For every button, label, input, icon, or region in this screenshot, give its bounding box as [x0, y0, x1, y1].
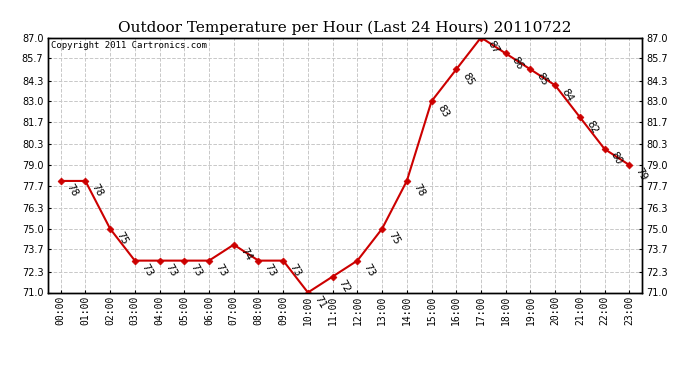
Text: 78: 78	[65, 182, 80, 199]
Text: 79: 79	[633, 166, 649, 183]
Text: 84: 84	[560, 87, 575, 103]
Text: 85: 85	[460, 71, 475, 87]
Text: 73: 73	[287, 262, 303, 279]
Text: 73: 73	[139, 262, 155, 279]
Text: 78: 78	[90, 182, 105, 199]
Text: 73: 73	[362, 262, 377, 279]
Text: 87: 87	[485, 39, 500, 56]
Text: Copyright 2011 Cartronics.com: Copyright 2011 Cartronics.com	[51, 41, 207, 50]
Text: 75: 75	[115, 230, 130, 247]
Text: 82: 82	[584, 118, 600, 135]
Text: 73: 73	[213, 262, 228, 279]
Text: 83: 83	[435, 103, 451, 119]
Text: 72: 72	[337, 278, 352, 294]
Text: 78: 78	[411, 182, 426, 199]
Text: 73: 73	[188, 262, 204, 279]
Text: 74: 74	[238, 246, 253, 262]
Text: 71: 71	[312, 294, 327, 310]
Text: 75: 75	[386, 230, 402, 247]
Text: 73: 73	[263, 262, 278, 279]
Text: 85: 85	[535, 71, 550, 87]
Text: 73: 73	[164, 262, 179, 279]
Text: 80: 80	[609, 150, 624, 167]
Title: Outdoor Temperature per Hour (Last 24 Hours) 20110722: Outdoor Temperature per Hour (Last 24 Ho…	[118, 21, 572, 35]
Text: 86: 86	[510, 55, 525, 71]
